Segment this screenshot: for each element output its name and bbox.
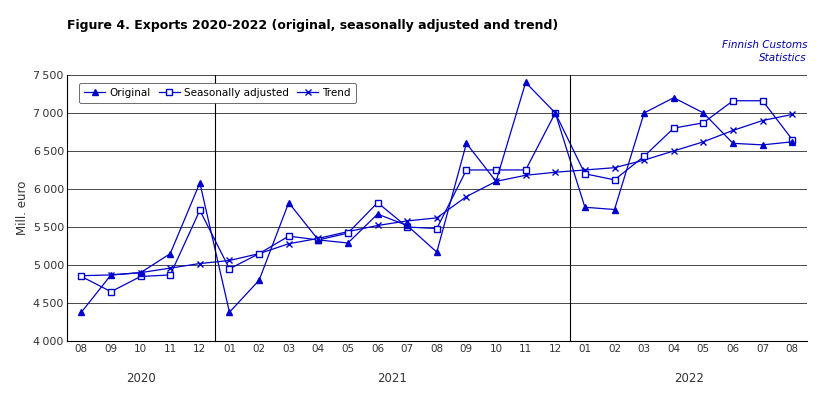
- Text: 2022: 2022: [674, 371, 704, 385]
- Y-axis label: Mill. euro: Mill. euro: [17, 181, 29, 235]
- Legend: Original, Seasonally adjusted, Trend: Original, Seasonally adjusted, Trend: [79, 83, 356, 103]
- Text: 2021: 2021: [378, 371, 408, 385]
- Text: 2020: 2020: [126, 371, 156, 385]
- Text: Finnish Customs
Statistics: Finnish Customs Statistics: [721, 40, 807, 63]
- Text: Figure 4. Exports 2020-2022 (original, seasonally adjusted and trend): Figure 4. Exports 2020-2022 (original, s…: [67, 19, 557, 32]
